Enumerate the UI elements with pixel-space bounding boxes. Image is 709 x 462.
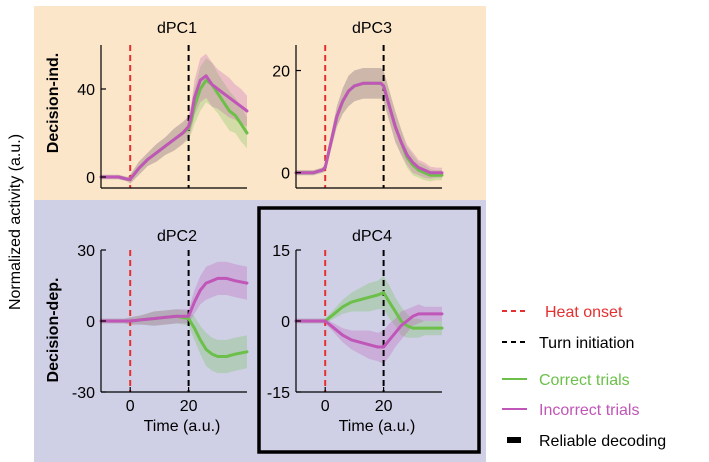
dpc4-x-axis-label: Time (a.u.) [339,418,416,435]
dpc1-correct-band [101,58,247,184]
dpc1-title: dPC1 [157,20,197,37]
legend-heat-label: Heat onset [545,304,623,321]
dpc3-ytick-label: 20 [272,64,290,81]
dpc4-ytick-label: 0 [281,314,290,331]
legend-correct-label: Correct trials [539,372,630,389]
dpc4-ytick-label: -15 [267,385,290,402]
dpc2-xtick-label: 0 [126,398,135,415]
legend-turn-label: Turn initiation [539,335,634,352]
dpc2-incorrect-band [101,261,247,326]
dpc1-ytick-label: 40 [77,82,95,99]
dpc1-ytick-label: 0 [86,170,95,187]
dpc4-xtick-label: 20 [375,398,393,415]
panel-dpc1: dPC1 0 40 [77,20,249,189]
dpc4-xtick-label: 0 [321,398,330,415]
legend-incorrect-label: Incorrect trials [539,402,639,419]
legend-reliable-swatch [507,437,521,443]
row-label-decision-independent: Decision-ind. [45,53,62,153]
dpc2-incorrect-line [99,276,249,323]
dpc2-title: dPC2 [157,228,197,245]
dpc3-ytick-label: 0 [281,166,290,183]
panel-dpc2: dPC2 -30 0 30 0 20 Time (a.u.) [72,228,249,435]
dpc1-incorrect-line [99,74,249,181]
dpc2-ytick-label: -30 [72,385,95,402]
panel-dpc3: dPC3 0 20 [272,20,444,189]
panel-dpc4: dPC4 -15 0 15 0 20 Time (a.u.) [267,228,444,435]
dpc3-title: dPC3 [352,20,392,37]
legend-reliable-label: Reliable decoding [539,433,666,450]
dpc2-x-axis-label: Time (a.u.) [144,418,221,435]
row-label-decision-dependent: Decision-dep. [45,278,62,383]
dpc3-incorrect-line [294,81,444,175]
dpc2-ytick-label: 0 [86,314,95,331]
dpc4-ytick-label: 15 [272,243,290,260]
dpc1-incorrect-band [101,53,247,184]
dpc4-incorrect-band [296,304,442,364]
decision-independent-background [34,6,486,200]
y-axis-label: Normalized activity (a.u.) [7,134,24,310]
dpc2-correct-band [101,309,247,374]
dpc4-correct-line [294,291,444,330]
dpc4-highlight-box [257,206,481,454]
legend: Heat onset Turn initiation Correct trial… [502,304,666,450]
dpc2-ytick-label: 30 [77,243,95,260]
dpc2-xtick-label: 20 [180,398,198,415]
dpc4-title: dPC4 [352,228,392,245]
dpc4-incorrect-line [294,312,444,349]
